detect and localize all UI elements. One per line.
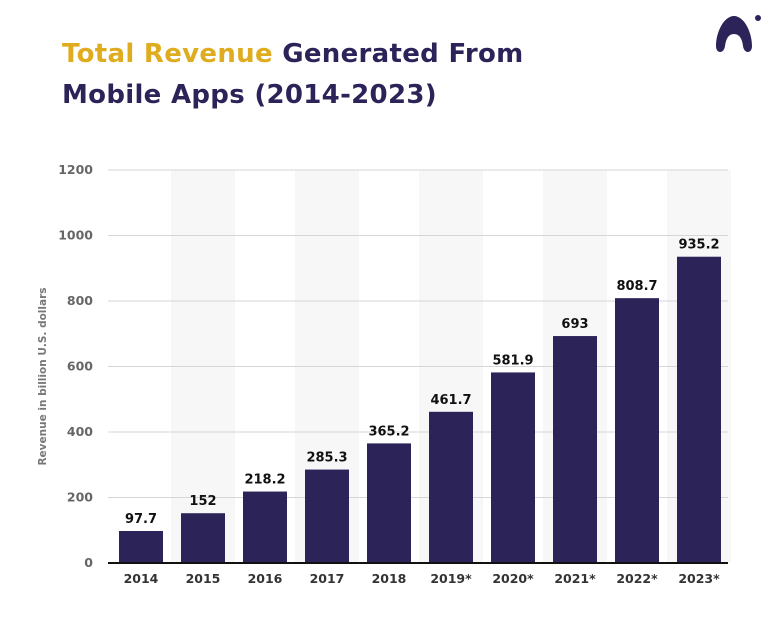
y-axis-label: Revenue in billion U.S. dollars [37, 287, 49, 465]
data-label: 365.2 [368, 424, 409, 439]
x-tick-label: 2017 [310, 571, 345, 586]
x-tick-label: 2018 [372, 571, 407, 586]
bar-2019* [429, 411, 473, 563]
data-label: 693 [561, 317, 588, 332]
y-tick-label: 1200 [58, 162, 93, 177]
brand-a-logo-icon [716, 15, 761, 52]
data-label: 808.7 [616, 279, 657, 294]
bar-2015 [181, 513, 225, 563]
bar-2023* [677, 256, 721, 563]
x-tick-label: 2015 [186, 571, 221, 586]
x-tick-label: 2014 [124, 571, 159, 586]
bar-2020* [491, 372, 535, 563]
bar-2014 [119, 531, 163, 563]
x-tick-label: 2021* [554, 571, 596, 586]
data-label: 935.2 [678, 238, 719, 253]
bar-2021* [553, 336, 597, 563]
chart-title: Total Revenue Generated From Mobile Apps… [62, 34, 524, 116]
bar-2017 [305, 469, 349, 563]
x-tick-label: 2023* [678, 571, 720, 586]
bar-2018 [367, 443, 411, 563]
bar-2022* [615, 298, 659, 563]
data-label: 285.3 [306, 451, 347, 466]
data-label: 218.2 [244, 473, 285, 488]
y-tick-label: 600 [67, 359, 93, 374]
title-line2: Mobile Apps (2014-2023) [62, 80, 437, 110]
x-tick-label: 2019* [430, 571, 472, 586]
data-label: 581.9 [492, 353, 533, 368]
title-rest: Generated From [272, 39, 524, 69]
y-tick-label: 0 [84, 555, 93, 570]
data-label: 97.7 [125, 512, 157, 527]
y-tick-label: 400 [67, 424, 93, 439]
y-tick-label: 800 [67, 293, 93, 308]
x-tick-label: 2022* [616, 571, 658, 586]
y-tick-label: 1000 [58, 228, 93, 243]
y-tick-label: 200 [67, 490, 93, 505]
x-tick-label: 2020* [492, 571, 534, 586]
x-tick-label: 2016 [248, 571, 283, 586]
bar-2016 [243, 491, 287, 563]
title-highlight: Total Revenue [62, 39, 273, 69]
data-label: 152 [189, 494, 216, 509]
data-label: 461.7 [430, 393, 471, 408]
